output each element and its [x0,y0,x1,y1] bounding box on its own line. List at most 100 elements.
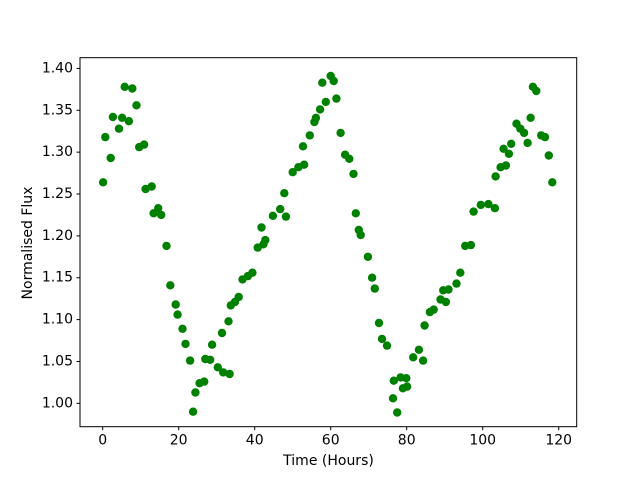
data-point [188,407,198,416]
data-point [147,182,156,191]
axes-frame [79,57,578,428]
data-point [181,339,190,349]
data-point [117,113,127,123]
data-point [363,252,373,261]
data-point [441,297,451,307]
data-point [370,284,379,293]
data-point [469,207,478,216]
data-point [336,128,345,138]
x-tick-label: 120 [545,432,572,448]
data-point [219,368,228,377]
x-axis-label: Time (Hours) [283,453,374,469]
data-point [132,101,141,110]
x-tick-label: 40 [246,432,264,448]
data-point [315,105,325,114]
data-point [178,324,187,333]
data-point [466,240,476,250]
data-point [367,273,377,282]
data-point [108,112,118,122]
y-tick-label: 1.15 [42,270,73,286]
data-point [356,230,365,240]
data-point [207,340,217,349]
data-point [544,151,553,160]
data-point [298,142,308,151]
x-tick-label: 60 [322,432,340,448]
y-tick-label: 1.40 [42,60,73,76]
data-point [414,345,424,354]
data-point [332,94,341,103]
y-tick-label: 1.05 [42,353,73,369]
data-point [299,160,309,169]
data-point [444,285,453,294]
data-point [234,292,243,302]
data-point [388,394,398,403]
data-point [288,168,297,177]
data-point [501,161,511,170]
data-point [490,204,500,213]
data-point [504,149,514,158]
data-point [124,117,134,126]
data-point [548,178,557,187]
data-point [374,318,384,328]
x-tick-label: 20 [170,432,188,448]
y-tick-label: 1.00 [42,395,73,411]
data-point [139,140,149,149]
data-point [98,178,108,187]
y-tick-label: 1.30 [42,144,73,160]
data-point [402,374,411,383]
data-point [507,139,516,148]
data-point [311,113,321,123]
data-point [206,355,215,364]
data-point [213,363,222,372]
data-point [185,356,195,365]
data-point [217,328,227,338]
data-point [120,82,129,92]
x-tick-label: 100 [469,432,496,448]
data-point [281,212,291,221]
data-point [345,154,354,163]
data-point [452,279,461,288]
data-point [491,172,500,181]
data-point [305,131,314,140]
data-point [532,86,541,96]
data-point [162,241,171,251]
data-point [418,356,428,365]
data-point [318,78,327,87]
data-point [540,132,550,142]
y-tick-label: 1.35 [42,102,73,118]
data-point [154,204,163,213]
data-point [191,388,200,397]
y-tick-label: 1.20 [42,228,73,244]
data-point [382,341,392,350]
data-point [377,334,387,344]
data-point [523,138,532,148]
data-point [321,97,330,107]
data-point [171,300,180,309]
data-point [280,189,289,198]
x-tick-label: 0 [98,432,107,448]
data-point [276,204,285,214]
data-point [329,76,338,86]
y-tick-label: 1.10 [42,312,73,328]
data-point [456,268,465,277]
data-point [268,211,278,220]
data-point [389,376,398,385]
data-point [420,321,429,330]
data-point [166,281,175,290]
data-point [101,132,110,142]
data-point [409,353,418,362]
data-point [173,310,182,319]
data-point [429,305,438,314]
data-point [476,200,485,210]
data-point [128,84,137,93]
data-point [484,199,493,209]
data-point [261,235,270,245]
data-point [157,210,166,220]
data-point [499,144,508,153]
data-point [526,113,535,123]
data-point [402,382,412,391]
data-point [248,268,257,277]
x-tick-label: 80 [398,432,416,448]
